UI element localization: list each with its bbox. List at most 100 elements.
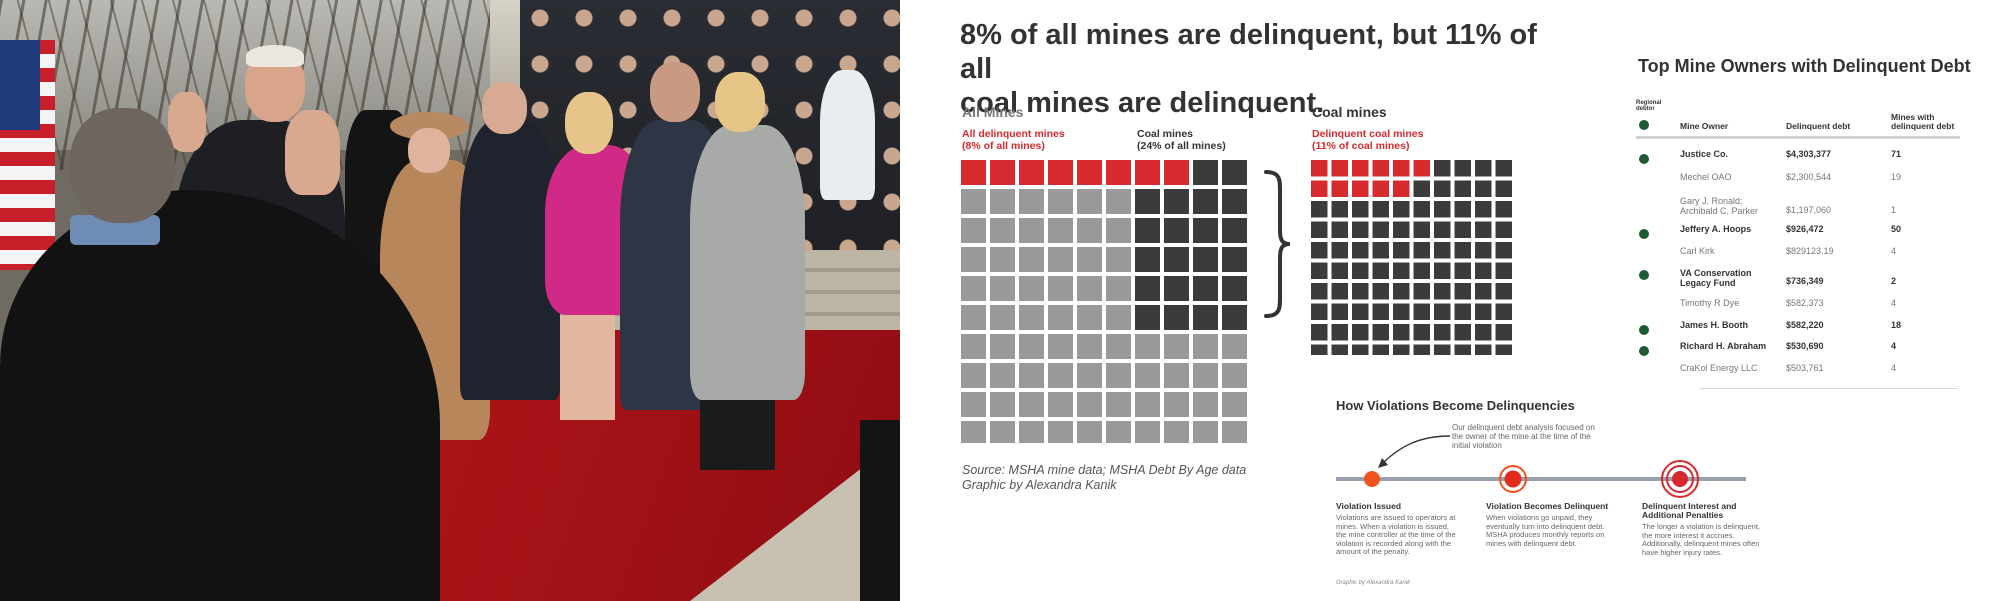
waffle-cell xyxy=(1332,283,1349,300)
waffle-cell xyxy=(1311,222,1328,239)
waffle-cell xyxy=(1048,276,1073,301)
waffle-cell xyxy=(1393,160,1410,177)
waffle-cell xyxy=(1222,334,1247,359)
waffle-cell xyxy=(1077,189,1102,214)
table-row: VA Conservation Legacy Fund $736,349 2 xyxy=(1636,268,1960,294)
col-header-debt: Delinquent debt xyxy=(1786,122,1850,131)
waffle-cell xyxy=(1222,276,1247,301)
waffle-cell xyxy=(1332,263,1349,280)
waffle-cell xyxy=(1077,363,1102,388)
waffle-cell xyxy=(1222,189,1247,214)
waffle-cell xyxy=(1135,247,1160,272)
waffle-cell xyxy=(1077,276,1102,301)
all-mines-legend-coal-line-1: Coal mines xyxy=(1137,128,1226,140)
waffle-cell xyxy=(1135,392,1160,417)
waffle-cell xyxy=(1332,222,1349,239)
waffle-cell xyxy=(1496,222,1513,239)
waffle-cell xyxy=(1475,222,1492,239)
waffle-cell xyxy=(1311,283,1328,300)
cell-debt: $926,472 xyxy=(1786,224,1824,234)
waffle-cell xyxy=(1135,189,1160,214)
waffle-cell xyxy=(1019,189,1044,214)
interest-penalties-marker-icon xyxy=(1660,459,1700,499)
waffle-cell xyxy=(1077,334,1102,359)
source-note: Source: MSHA mine data; MSHA Debt By Age… xyxy=(962,463,1246,493)
waffle-cell xyxy=(1455,242,1472,259)
waffle-cell xyxy=(1496,201,1513,218)
waffle-cell xyxy=(1393,222,1410,239)
waffle-cell xyxy=(1193,334,1218,359)
waffle-cell xyxy=(1135,276,1160,301)
waffle-cell xyxy=(1135,363,1160,388)
coal-mines-legend-delinquent-line-2: (11% of coal mines) xyxy=(1312,140,1423,152)
step-2-heading: Violation Becomes Delinquent xyxy=(1486,502,1616,511)
timeline-title: How Violations Become Delinquencies xyxy=(1336,398,1575,413)
waffle-cell xyxy=(1393,345,1410,356)
waffle-cell xyxy=(1414,201,1431,218)
waffle-cell xyxy=(1332,324,1349,341)
cell-mines: 18 xyxy=(1891,320,1901,330)
waffle-cell xyxy=(1135,160,1160,185)
all-mines-legend-delinquent-line-1: All delinquent mines xyxy=(962,128,1065,140)
waffle-cell xyxy=(1352,345,1369,356)
regional-debtor-dot xyxy=(1639,154,1649,164)
waffle-cell xyxy=(1193,305,1218,330)
waffle-cell xyxy=(1352,304,1369,321)
waffle-cell xyxy=(1193,363,1218,388)
waffle-cell xyxy=(1135,334,1160,359)
waffle-cell xyxy=(990,218,1015,243)
timeline-credit: Graphic by Alexandra Kanik xyxy=(1336,580,1410,586)
cell-owner: Mechel OAO xyxy=(1680,172,1780,182)
waffle-cell xyxy=(1332,201,1349,218)
waffle-cell xyxy=(1077,305,1102,330)
waffle-cell xyxy=(1077,160,1102,185)
waffle-cell xyxy=(1373,263,1390,280)
waffle-cell xyxy=(1048,160,1073,185)
main-title-line-1: 8% of all mines are delinquent, but 11% … xyxy=(960,18,1560,86)
step-2-body: When violations go unpaid, they eventual… xyxy=(1486,514,1606,548)
waffle-cell xyxy=(1311,263,1328,280)
waffle-cell xyxy=(1311,304,1328,321)
waffle-cell xyxy=(1193,189,1218,214)
regional-debtor-dot xyxy=(1639,229,1649,239)
waffle-cell xyxy=(1106,276,1131,301)
waffle-cell xyxy=(1106,334,1131,359)
waffle-cell xyxy=(1496,181,1513,198)
photo-pink-legs xyxy=(560,315,615,420)
table-row: Justice Co. $4,303,377 71 xyxy=(1636,149,1960,169)
photo-woman-pink-head xyxy=(565,92,613,154)
brace-connector xyxy=(1262,170,1292,318)
waffle-cell xyxy=(990,160,1015,185)
waffle-cell xyxy=(1019,218,1044,243)
waffle-cell xyxy=(1352,263,1369,280)
waffle-cell xyxy=(961,421,986,443)
waffle-cell xyxy=(1496,304,1513,321)
waffle-cell xyxy=(1475,181,1492,198)
waffle-cell xyxy=(1106,421,1131,443)
waffle-cell xyxy=(1048,218,1073,243)
waffle-cell xyxy=(1019,247,1044,272)
cell-mines: 50 xyxy=(1891,224,1901,234)
curved-arrow-icon xyxy=(1370,432,1460,472)
coal-mines-legend-delinquent-line-1: Delinquent coal mines xyxy=(1312,128,1423,140)
waffle-cell xyxy=(1164,218,1189,243)
col-header-mines: Mines with delinquent debt xyxy=(1891,113,1954,131)
waffle-cell xyxy=(990,363,1015,388)
waffle-cell xyxy=(1434,263,1451,280)
swearing-in-photo xyxy=(0,0,900,601)
infographic: 8% of all mines are delinquent, but 11% … xyxy=(900,0,2000,601)
waffle-cell xyxy=(1019,392,1044,417)
cell-owner: CraKol Energy LLC xyxy=(1680,363,1780,373)
photo-governor-hair xyxy=(246,45,304,67)
waffle-cell xyxy=(1164,160,1189,185)
waffle-cell xyxy=(1222,218,1247,243)
waffle-cell xyxy=(961,218,986,243)
all-mines-legend-coal: Coal mines (24% of all mines) xyxy=(1137,128,1226,152)
waffle-cell xyxy=(1352,160,1369,177)
waffle-cell xyxy=(1455,201,1472,218)
cell-debt: $1,197,060 xyxy=(1786,205,1831,215)
waffle-cell xyxy=(1373,283,1390,300)
step-1-body: Violations are issued to operators at mi… xyxy=(1336,514,1456,557)
waffle-cell xyxy=(1332,242,1349,259)
waffle-cell xyxy=(1414,263,1431,280)
